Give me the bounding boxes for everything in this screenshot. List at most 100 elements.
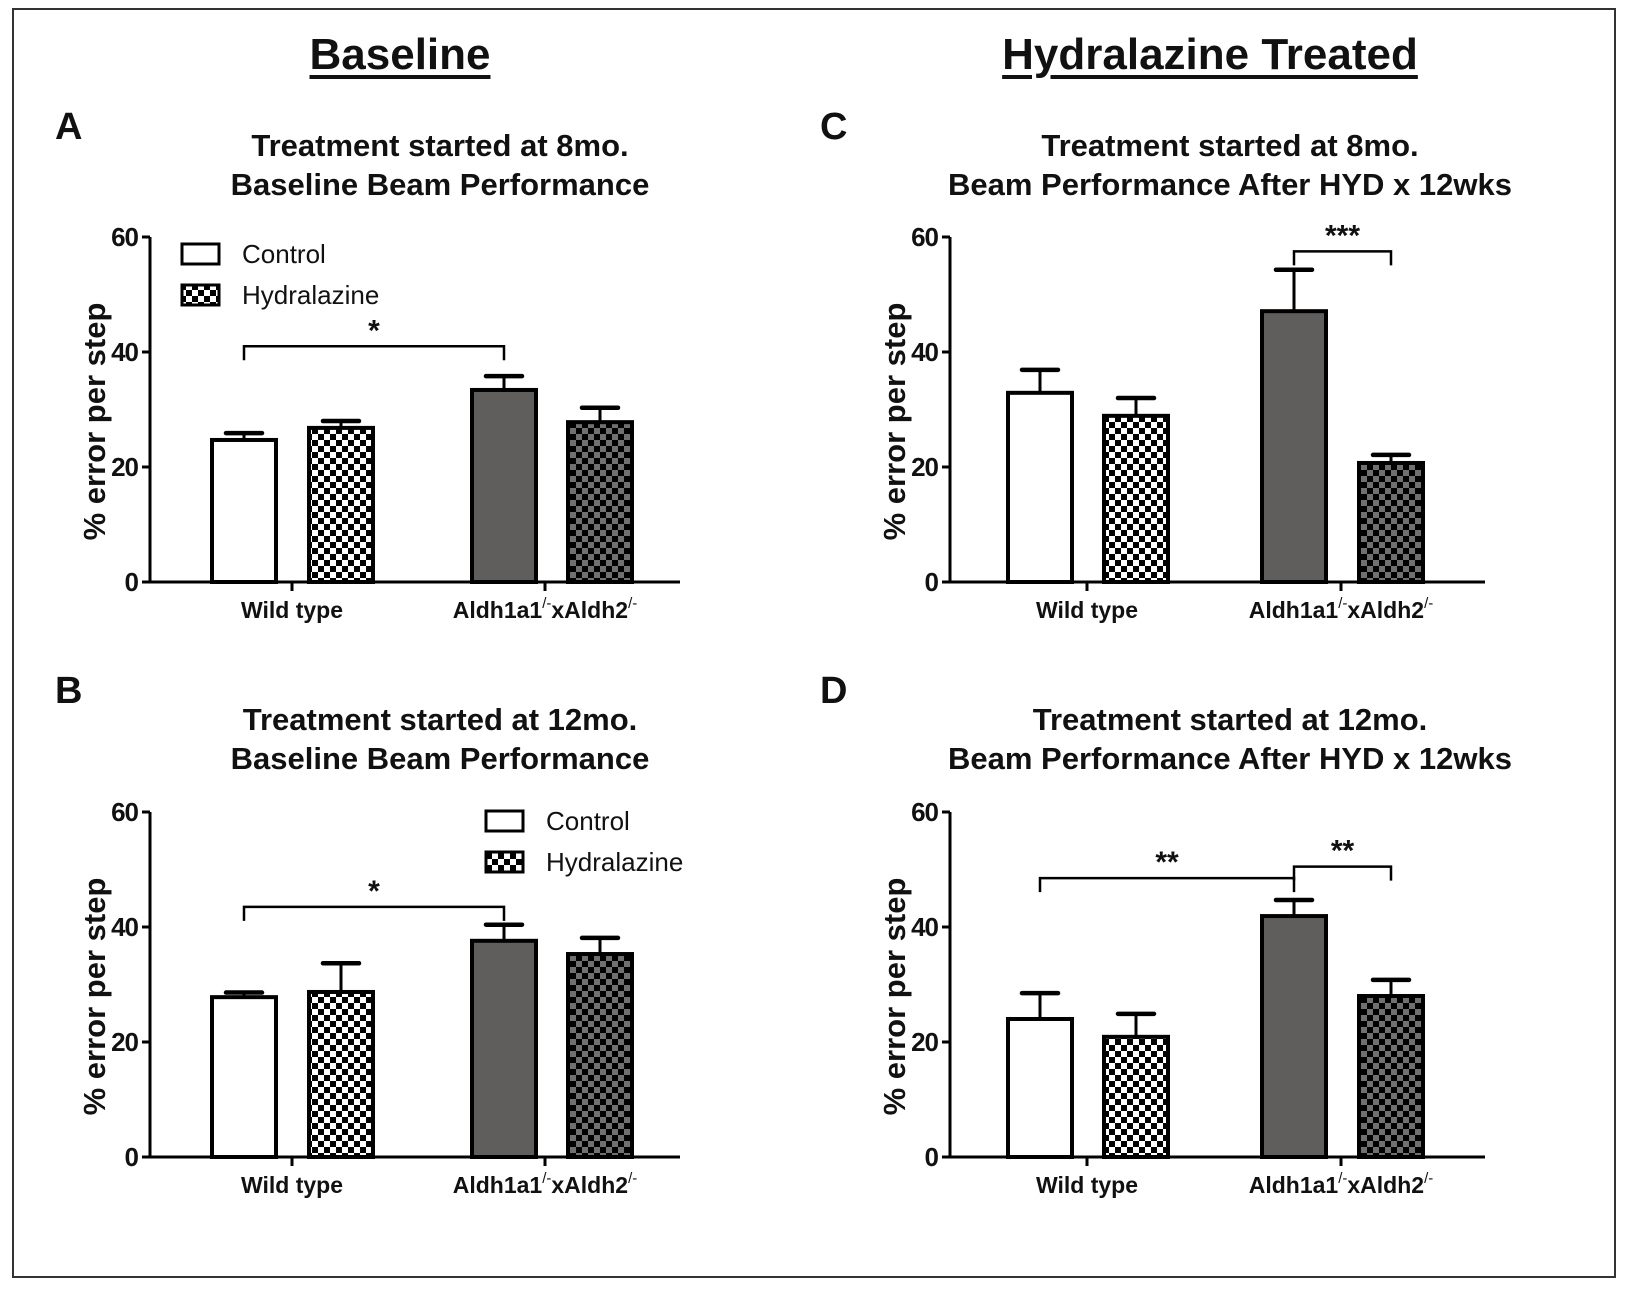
x-tick-label: Aldh1a1/-xAldh2/- — [453, 595, 638, 623]
legend-swatch-control — [180, 242, 221, 266]
y-tick-label: 20 — [111, 452, 138, 482]
y-tick-label: 0 — [925, 567, 939, 597]
y-tick-label: 20 — [111, 1027, 138, 1057]
figure-frame — [12, 8, 1616, 1278]
y-axis-label: % error per step — [877, 878, 912, 1116]
significance-bracket — [242, 345, 506, 361]
panel-label-d: D — [820, 670, 848, 712]
x-tick-label-part: xAldh2 — [1347, 597, 1424, 623]
panel-a-title-line1: Treatment started at 8mo. — [251, 128, 629, 163]
x-tick-label-part: Aldh1a1 — [1249, 1172, 1339, 1198]
x-tick-label: Wild type — [241, 1172, 343, 1198]
y-tick-label: 40 — [911, 912, 938, 942]
section-title-baseline: Baseline — [309, 30, 491, 79]
bar-control-knockout — [470, 938, 538, 1159]
significance-label: * — [368, 875, 380, 908]
bar-hydralazine-knockout — [566, 952, 634, 1159]
legend-swatch-hydralazine — [484, 850, 525, 874]
bar-hydralazine-wild-type — [307, 989, 375, 1159]
bar-hydralazine-wild-type — [1102, 413, 1170, 584]
significance-label: ** — [1155, 846, 1179, 879]
significance-bracket — [1292, 865, 1393, 881]
chart-panel-c: 0 20 40 60 % error per step Wild type Aldh1a1 /… — [877, 219, 1485, 623]
legend-label: Hydralazine — [546, 847, 683, 877]
y-tick-label: 60 — [111, 797, 138, 827]
y-tick-label: 20 — [911, 1027, 938, 1057]
bar-control-knockout — [470, 387, 538, 584]
panel-b-title-line1: Treatment started at 12mo. — [242, 702, 638, 737]
y-tick-label: 40 — [111, 912, 138, 942]
panel-c-title: Treatment started at 8mo. Beam Performan… — [880, 126, 1580, 204]
chart-panel-d: 0 20 40 60 % error per step Wild type Aldh1a1 /… — [877, 797, 1485, 1198]
x-tick-label: Wild type — [1036, 597, 1138, 623]
significance-bracket — [242, 905, 506, 921]
x-tick-label: Wild type — [1036, 1172, 1138, 1198]
significance-label: *** — [1325, 219, 1360, 252]
significance-bracket — [1292, 250, 1393, 266]
x-tick-label-superscript: /- — [1424, 1170, 1433, 1187]
y-axis-label: % error per step — [77, 303, 112, 541]
legend-label: Control — [242, 239, 326, 269]
significance-bracket — [1038, 876, 1296, 893]
y-tick-label: 0 — [125, 567, 139, 597]
bar-hydralazine-wild-type — [1102, 1034, 1170, 1160]
panel-a-title-line2: Baseline Beam Performance — [230, 167, 650, 202]
y-tick-label: 60 — [111, 222, 138, 252]
y-axis-label: % error per step — [77, 878, 112, 1116]
x-tick-label: Aldh1a1/-xAldh2/- — [453, 1170, 638, 1198]
x-tick-label-part: xAldh2 — [551, 1172, 628, 1198]
legend-swatch-hydralazine — [180, 283, 221, 307]
x-tick-label: Aldh1a1/-xAldh2/- — [1249, 595, 1434, 623]
panel-b-title: Treatment started at 12mo. Baseline Beam… — [120, 700, 760, 778]
x-tick-label: Aldh1a1/-xAldh2/- — [1249, 1170, 1434, 1198]
panel-label-c: C — [820, 106, 848, 148]
x-tick-label-part: xAldh2 — [1347, 1172, 1424, 1198]
x-tick-label-superscript: /- — [628, 1170, 637, 1187]
bar-control-knockout — [1260, 309, 1328, 585]
significance-label: * — [368, 314, 380, 347]
legend-label: Hydralazine — [242, 280, 379, 310]
legend-swatch-control — [484, 809, 525, 833]
panel-c-title-line1: Treatment started at 8mo. — [1041, 128, 1419, 163]
panel-d-title-line1: Treatment started at 12mo. — [1032, 702, 1428, 737]
x-tick-label-part: Aldh1a1 — [1249, 597, 1339, 623]
x-tick-label-part: Aldh1a1 — [453, 597, 543, 623]
y-tick-label: 60 — [911, 222, 938, 252]
bar-control-wild-type — [210, 437, 278, 584]
bar-control-wild-type — [1006, 1017, 1074, 1159]
bar-hydralazine-knockout — [1357, 994, 1425, 1159]
bar-hydralazine-knockout — [566, 420, 634, 584]
panel-a-title: Treatment started at 8mo. Baseline Beam … — [120, 126, 760, 204]
y-axis-label: % error per step — [877, 303, 912, 541]
y-tick-label: 40 — [111, 337, 138, 367]
panel-d-title: Treatment started at 12mo. Beam Performa… — [880, 700, 1580, 778]
legend: Control Hydralazine — [180, 239, 379, 310]
x-tick-label-superscript: /- — [542, 1170, 551, 1187]
bar-control-wild-type — [210, 995, 278, 1159]
y-tick-label: 60 — [911, 797, 938, 827]
panel-label-a: A — [55, 106, 83, 148]
panel-d-title-line2: Beam Performance After HYD x 12wks — [948, 741, 1512, 776]
x-tick-label: Wild type — [241, 597, 343, 623]
y-tick-label: 0 — [925, 1142, 939, 1172]
x-tick-label-part: xAldh2 — [551, 597, 628, 623]
panel-c-title-line2: Beam Performance After HYD x 12wks — [948, 167, 1512, 202]
x-tick-label-superscript: /- — [628, 595, 637, 612]
bar-control-knockout — [1260, 914, 1328, 1159]
y-tick-label: 0 — [125, 1142, 139, 1172]
bar-hydralazine-knockout — [1357, 460, 1425, 585]
panel-label-b: B — [55, 670, 83, 712]
bar-hydralazine-wild-type — [307, 425, 375, 584]
y-tick-label: 40 — [911, 337, 938, 367]
x-tick-label-superscript: /- — [1424, 595, 1433, 612]
panel-b-title-line2: Baseline Beam Performance — [230, 741, 650, 776]
x-tick-label-part: Aldh1a1 — [453, 1172, 543, 1198]
section-title-hydralazine-treated: Hydralazine Treated — [1002, 30, 1418, 79]
legend: Control Hydralazine — [484, 806, 683, 877]
bar-control-wild-type — [1006, 390, 1074, 584]
significance-label: ** — [1331, 835, 1355, 868]
y-tick-label: 20 — [911, 452, 938, 482]
x-tick-label-superscript: /- — [542, 595, 551, 612]
